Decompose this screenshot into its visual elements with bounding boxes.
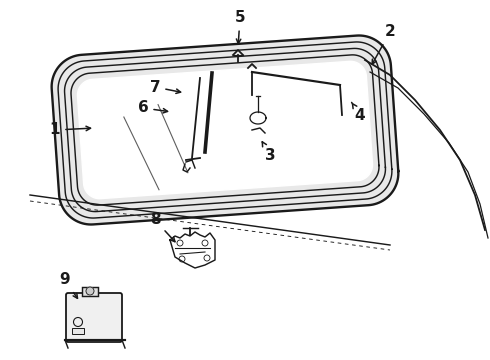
Bar: [82, 287, 98, 296]
Text: 9: 9: [60, 273, 77, 298]
Text: 5: 5: [235, 10, 245, 44]
Text: 1: 1: [50, 122, 91, 138]
Polygon shape: [77, 61, 372, 199]
Text: 3: 3: [262, 142, 275, 162]
Circle shape: [86, 287, 94, 295]
Text: 4: 4: [352, 102, 366, 122]
Polygon shape: [51, 36, 398, 225]
Text: 6: 6: [138, 100, 168, 116]
Text: 2: 2: [372, 24, 395, 64]
Text: 8: 8: [149, 212, 175, 242]
Bar: [72, 328, 84, 334]
Text: 7: 7: [149, 80, 181, 94]
FancyBboxPatch shape: [66, 293, 122, 342]
